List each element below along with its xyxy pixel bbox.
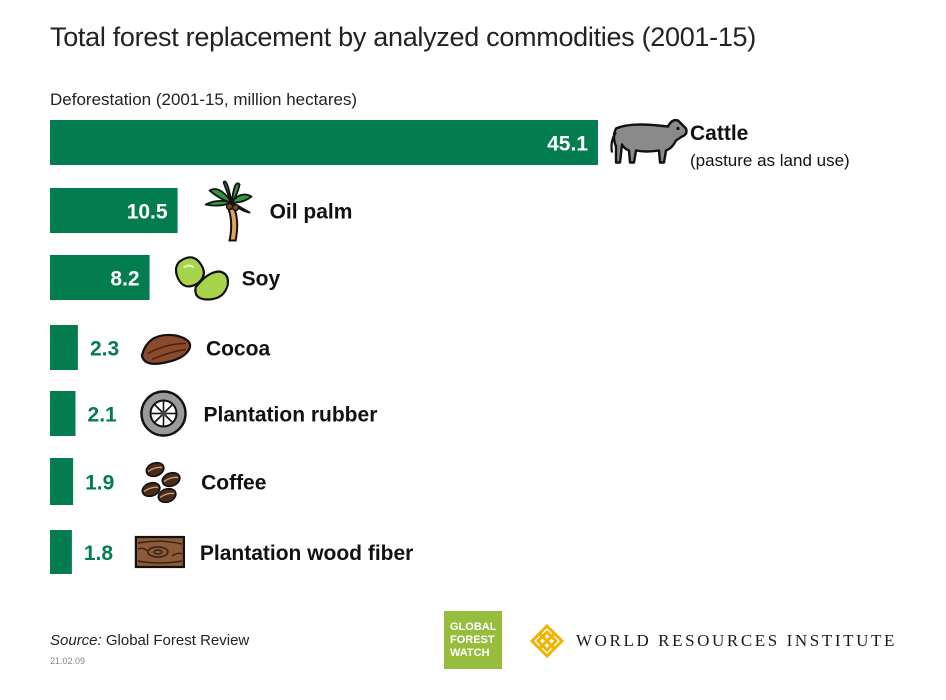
coffee-beans-icon [141, 461, 181, 504]
cocoa-pod-icon [140, 333, 192, 365]
source-note: Source: Global Forest Review [50, 632, 249, 649]
wri-mark-icon [530, 624, 564, 658]
gfw-logo-line: GLOBAL [450, 620, 497, 633]
gfw-logo-line: FOREST [450, 633, 495, 646]
chart-subtitle: Deforestation (2001-15, million hectares… [50, 90, 358, 109]
category-label: Soy [242, 268, 281, 291]
category-sublabel: (pasture as land use) [690, 151, 850, 170]
bar-chart: 45.1 Cattle (pasture as land use) 10.5 Oil p… [50, 118, 850, 574]
value-label: 45.1 [547, 133, 588, 156]
wri-logo-text: WORLD RESOURCES INSTITUTE [576, 631, 897, 650]
category-label: Cocoa [206, 338, 271, 361]
bar-plantation-wood-fiber [50, 530, 72, 574]
value-label: 10.5 [127, 201, 168, 224]
category-label: Oil palm [270, 201, 353, 224]
palm-tree-icon [204, 180, 253, 242]
category-label: Plantation wood fiber [200, 542, 414, 565]
cow-icon [610, 118, 688, 164]
source-label: Source: [50, 632, 102, 649]
category-label: Cattle [690, 122, 748, 145]
gfw-logo-line: WATCH [450, 646, 490, 659]
category-label: Coffee [201, 472, 266, 495]
value-label: 1.8 [84, 542, 114, 565]
wri-logo: WORLD RESOURCES INSTITUTE [530, 624, 897, 658]
category-label: Plantation rubber [204, 404, 378, 427]
soybean-icon [174, 256, 230, 301]
rubber-tree-icon [140, 390, 187, 437]
value-label: 8.2 [110, 268, 139, 291]
bar-plantation-rubber [50, 391, 76, 436]
chart-title: Total forest replacement by analyzed com… [50, 22, 756, 52]
global-forest-watch-logo: GLOBAL FOREST WATCH [444, 611, 502, 669]
value-label: 2.1 [88, 404, 118, 427]
bar-cattle [50, 120, 598, 165]
value-label: 1.9 [85, 472, 114, 495]
date-stamp: 21.02.09 [50, 656, 86, 666]
value-label: 2.3 [90, 338, 119, 361]
source-text: Global Forest Review [101, 632, 250, 649]
bar-cocoa [50, 325, 78, 370]
bar-coffee [50, 458, 74, 505]
wood-grain-icon [134, 535, 185, 569]
bar-oil-palm [50, 188, 178, 233]
bar-soy [50, 255, 150, 300]
